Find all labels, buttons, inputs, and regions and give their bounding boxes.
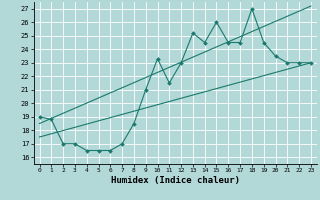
- X-axis label: Humidex (Indice chaleur): Humidex (Indice chaleur): [111, 176, 240, 185]
